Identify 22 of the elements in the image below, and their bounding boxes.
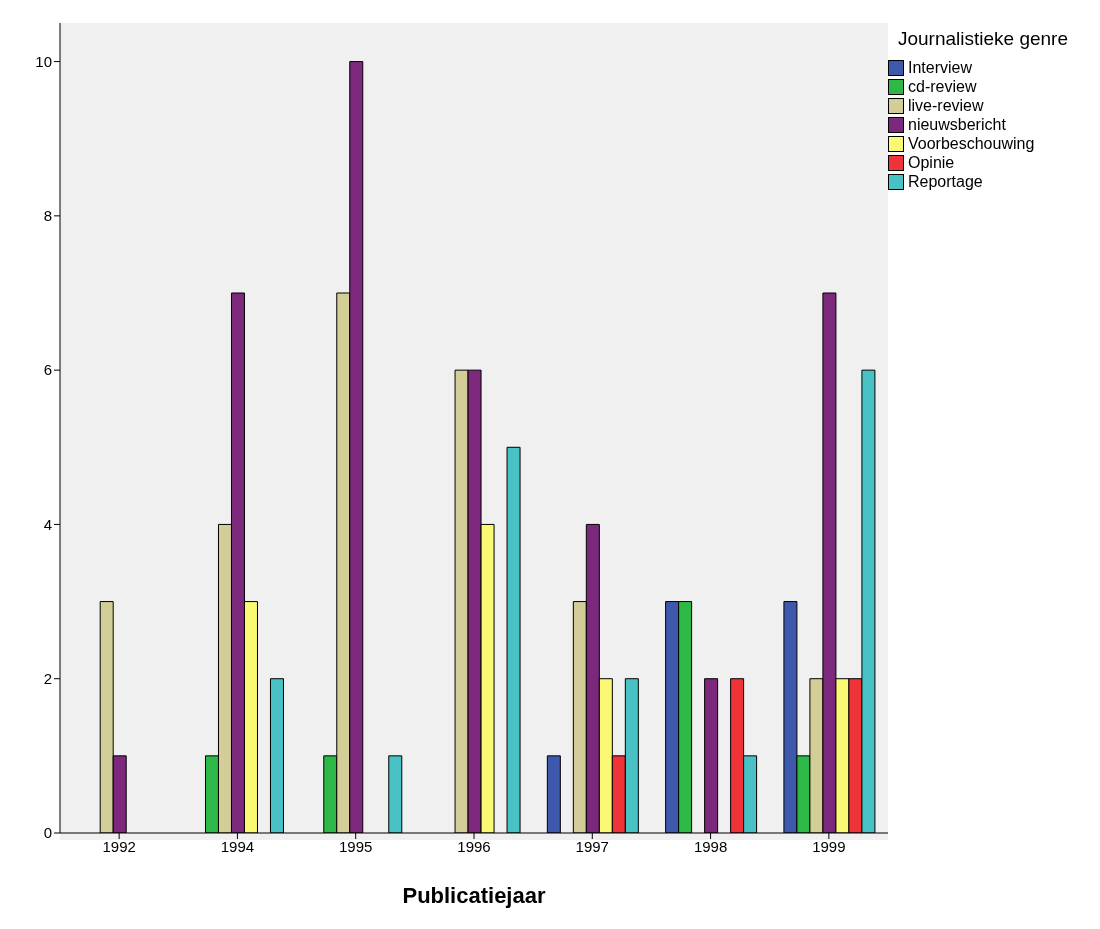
legend-label: Interview (908, 58, 973, 77)
x-tick-label: 1998 (693, 837, 728, 855)
legend-label: Opinie (908, 153, 955, 172)
y-tick-label: 0 (43, 824, 52, 842)
legend-label: Reportage (908, 172, 983, 191)
x-tick-label: 1997 (575, 837, 609, 855)
legend-label: Voorbeschouwing (908, 134, 1035, 153)
x-tick-label: 1995 (339, 837, 373, 855)
x-tick-label: 1994 (220, 837, 255, 855)
legend-title: Journalistieke genre (896, 28, 1069, 50)
legend-label: live-review (908, 96, 984, 115)
y-tick-label: 6 (43, 361, 52, 379)
legend-label: nieuwsbericht (908, 115, 1006, 134)
y-tick-label: 10 (35, 52, 52, 70)
x-tick-label: 1992 (102, 837, 136, 855)
y-tick-label: 8 (43, 207, 52, 225)
x-axis-title: Publicatiejaar (402, 883, 546, 908)
y-tick-label: 4 (43, 515, 52, 533)
x-tick-label: 1999 (812, 837, 846, 855)
x-tick-label: 1996 (457, 837, 491, 855)
legend-label: cd-review (908, 77, 977, 96)
y-tick-label: 2 (43, 670, 52, 688)
